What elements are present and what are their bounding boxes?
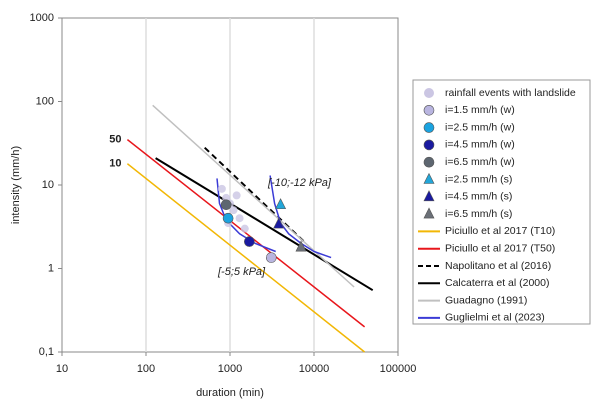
legend-label: i=6.5 mm/h (s) xyxy=(445,208,512,220)
x-tick-label: 10 xyxy=(56,363,68,375)
legend-swatch xyxy=(423,122,435,133)
data-point xyxy=(295,240,307,252)
legend-label: Piciullo et al 2017 (T50) xyxy=(445,242,555,254)
x-tick-label: 10000 xyxy=(299,363,330,375)
y-axis-label: intensity (mm/h) xyxy=(10,146,22,224)
series-line xyxy=(152,104,355,288)
data-point xyxy=(217,184,226,193)
legend-swatch xyxy=(423,139,435,151)
legend xyxy=(412,79,591,325)
annotation: [-5;5 kPa] xyxy=(217,266,266,278)
legend-label: i=4.5 mm/h (w) xyxy=(445,139,515,151)
x-axis-label: duration (min) xyxy=(196,387,264,399)
data-point xyxy=(240,224,249,233)
data-point xyxy=(220,199,232,211)
annotation: [-10;-12 kPa] xyxy=(267,177,332,189)
data-point xyxy=(275,198,287,210)
legend-label: Napolitano et al (2016) xyxy=(445,260,551,272)
series-line xyxy=(126,163,366,353)
data-point xyxy=(273,217,285,229)
legend-label: i=1.5 mm/h (w) xyxy=(445,104,515,116)
data-point xyxy=(229,206,238,215)
legend-label: i=4.5 mm/h (s) xyxy=(445,191,512,203)
series-line xyxy=(155,157,374,292)
y-tick-label: 0,1 xyxy=(39,346,54,358)
legend-swatch xyxy=(423,207,435,219)
legend-swatch xyxy=(423,156,435,168)
legend-label: rainfall events with landslide xyxy=(445,87,576,99)
legend-label: Calcaterra et al (2000) xyxy=(445,277,549,289)
legend-label: Piciullo et al 2017 (T10) xyxy=(445,225,555,237)
legend-label: i=6.5 mm/h (w) xyxy=(445,156,515,168)
legend-label: Guadagno (1991) xyxy=(445,294,527,306)
y-tick-label: 10 xyxy=(42,179,54,191)
data-point xyxy=(222,212,234,224)
legend-swatch xyxy=(424,88,434,98)
line-label: 50 xyxy=(109,133,121,145)
data-point xyxy=(244,236,255,247)
x-tick-label: 100 xyxy=(137,363,155,375)
data-point xyxy=(232,191,241,200)
y-tick-label: 100 xyxy=(36,95,54,107)
legend-label: i=2.5 mm/h (w) xyxy=(445,121,515,133)
series-line xyxy=(216,175,332,259)
data-point xyxy=(235,214,244,223)
legend-swatch xyxy=(423,172,435,184)
legend-label: i=2.5 mm/h (s) xyxy=(445,173,512,185)
data-point xyxy=(265,252,277,263)
legend-entries: rainfall events with landslide i=1.5 mm/h… xyxy=(418,87,576,324)
line-label: 10 xyxy=(109,158,121,170)
series-line xyxy=(204,146,307,245)
series-line xyxy=(126,139,366,328)
legend-swatch xyxy=(423,105,435,116)
y-tick-label: 1 xyxy=(48,262,54,274)
y-tick-label: 1000 xyxy=(30,12,54,24)
x-tick-label: 1000 xyxy=(218,363,242,375)
x-tick-label: 100000 xyxy=(380,363,417,375)
legend-label: Guglielmi et al (2023) xyxy=(445,312,545,324)
legend-swatch xyxy=(423,190,435,202)
